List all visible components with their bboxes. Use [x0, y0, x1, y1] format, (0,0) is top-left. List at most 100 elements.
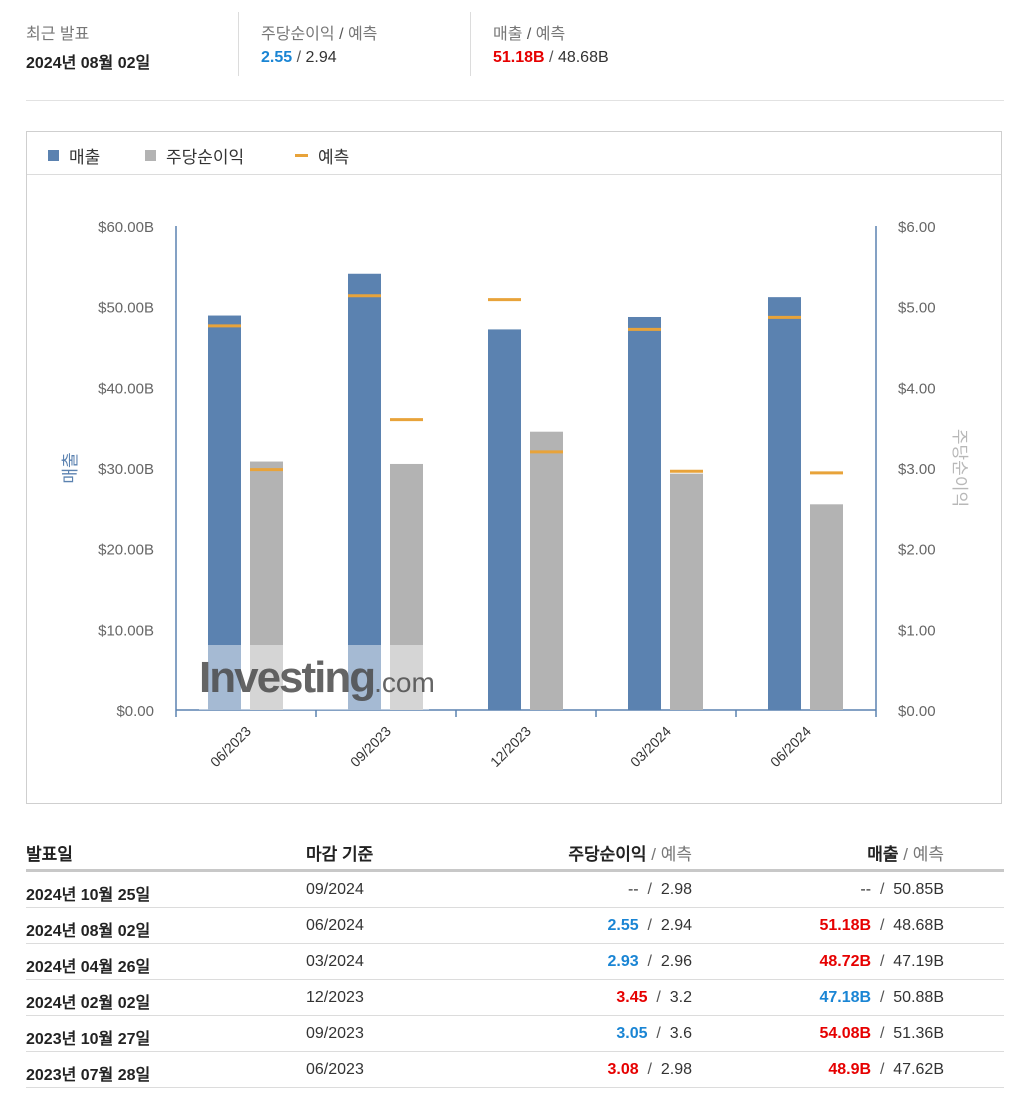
summary-divider: [238, 12, 239, 76]
eps-bar: [390, 463, 423, 710]
revenue-forecast-cell: 51.36B: [893, 1025, 944, 1042]
header-eps[interactable]: 주당순이익 / 예측: [568, 845, 692, 864]
eps-actual-cell: 2.55: [607, 917, 639, 934]
period-end-cell: 06/2023: [306, 1061, 364, 1078]
period-end-cell: 06/2024: [306, 917, 364, 934]
revenue-actual-cell: 54.08B: [819, 1025, 872, 1042]
y2-axis-title: 주당순이익: [950, 429, 969, 507]
eps-actual-value: 2.55: [261, 49, 293, 66]
revenue-actual-cell: 47.18B: [819, 989, 872, 1006]
revenue-bar: [348, 273, 381, 710]
watermark-backdrop: [199, 645, 429, 710]
y2-tick-label: $1.00: [898, 622, 936, 639]
period-end-cell: 12/2023: [306, 989, 364, 1006]
table-row: 2024년 10월 25일 09/2024 -- / 2.98 -- / 50.85B: [26, 872, 1004, 908]
header-revenue[interactable]: 매출 / 예측: [867, 845, 944, 864]
table-row: 2024년 02월 02일 12/2023 3.45 / 3.2 47.18B / 5…: [26, 980, 1004, 1016]
legend-item-forecast[interactable]: 예측: [295, 143, 349, 168]
revenue-label: 매출: [493, 26, 523, 43]
legend-item-eps[interactable]: 주당순이익: [145, 143, 244, 168]
legend-eps-swatch: [145, 150, 156, 161]
eps-forecast-cell: 2.96: [660, 953, 692, 970]
eps-cell: 3.08 / 2.98: [607, 1061, 692, 1078]
x-tick-label: 09/2023: [347, 723, 394, 770]
earnings-table: 발표일 마감 기준 주당순이익 / 예측 매출 / 예측 2024년 10월 2…: [26, 833, 1004, 1088]
eps-cell: -- / 2.98: [627, 881, 692, 898]
eps-cell: 3.05 / 3.6: [616, 1025, 692, 1042]
investing-watermark: Investing.com: [199, 653, 435, 702]
release-date-cell: 2024년 08월 02일: [26, 923, 151, 940]
y2-tick-label: $5.00: [898, 300, 936, 317]
header-revenue-forecast: 예측: [912, 845, 944, 864]
period-end-cell: 03/2024: [306, 953, 364, 970]
period-end-cell: 09/2023: [306, 1025, 364, 1042]
revenue-cell: -- / 50.85B: [860, 881, 944, 898]
earnings-chart: $0.00 $10.00B $20.00B $30.00B $40.00B $50.00B…: [26, 131, 1002, 804]
y2-tick-label: $3.00: [898, 461, 936, 478]
revenue-forecast-cell: 47.19B: [893, 953, 944, 970]
header-eps-forecast: 예측: [660, 845, 692, 864]
table-row: 2023년 07월 28일 06/2023 3.08 / 2.98 48.9B / 4…: [26, 1052, 1004, 1088]
table-row: 2024년 04월 26일 03/2024 2.93 / 2.96 48.72B / …: [26, 944, 1004, 980]
table-body: 2024년 10월 25일 09/2024 -- / 2.98 -- / 50.85B…: [26, 872, 1004, 1088]
eps-bar: [250, 461, 283, 710]
revenue-cell: 48.72B / 47.19B: [819, 953, 944, 970]
eps-cell: 2.93 / 2.96: [607, 953, 692, 970]
y-axis-title: 매출: [61, 452, 80, 483]
eps-label: 주당순이익: [261, 26, 335, 43]
revenue-cell: 47.18B / 50.88B: [819, 989, 944, 1006]
revenue-actual-cell: 51.18B: [819, 917, 872, 934]
revenue-cell: 51.18B / 48.68B: [819, 917, 944, 934]
y2-tick-label: $6.00: [898, 219, 936, 236]
eps-actual-cell: --: [627, 881, 639, 898]
chart-legend: 매출 주당순이익 예측: [27, 132, 1001, 175]
legend-revenue-label: 매출: [69, 148, 101, 167]
release-date-cell: 2024년 10월 25일: [26, 887, 151, 904]
x-tick-label: 12/2023: [487, 723, 534, 770]
header-eps-label: 주당순이익: [568, 845, 647, 864]
header-period-end[interactable]: 마감 기준: [306, 845, 374, 864]
y-tick-label: $60.00B: [98, 219, 154, 236]
eps-forecast-value: 2.94: [305, 49, 337, 66]
header-release-date[interactable]: 발표일: [26, 845, 73, 864]
eps-summary-label: 주당순이익 / 예측: [261, 26, 378, 43]
eps-forecast-cell: 2.94: [660, 917, 692, 934]
summary-divider: [470, 12, 471, 76]
revenue-summary-label: 매출 / 예측: [493, 26, 566, 43]
revenue-actual-cell: 48.9B: [828, 1061, 872, 1078]
legend-eps-label: 주당순이익: [166, 148, 245, 167]
release-date-cell: 2023년 07월 28일: [26, 1067, 151, 1084]
legend-item-revenue[interactable]: 매출: [48, 143, 100, 168]
revenue-forecast-cell: 50.85B: [893, 881, 944, 898]
y-tick-label: $20.00B: [98, 542, 154, 559]
revenue-cell: 54.08B / 51.36B: [819, 1025, 944, 1042]
eps-forecast-label: 예측: [347, 26, 378, 43]
revenue-forecast-cell: 47.62B: [893, 1061, 944, 1078]
period-end-cell: 09/2024: [306, 881, 364, 898]
revenue-cell: 48.9B / 47.62B: [828, 1061, 944, 1078]
eps-forecast-cell: 2.98: [660, 1061, 692, 1078]
eps-bar: [530, 431, 563, 710]
eps-bar: [670, 473, 703, 710]
watermark-brand: Investing: [199, 653, 374, 702]
latest-release-date: 2024년 08월 02일: [26, 55, 151, 72]
revenue-summary-values: 51.18B / 48.68B: [493, 49, 609, 66]
eps-actual-cell: 3.05: [616, 1025, 648, 1042]
y-tick-label: $0.00: [116, 703, 154, 720]
revenue-forecast-value: 48.68B: [557, 49, 609, 66]
eps-actual-cell: 3.08: [607, 1061, 639, 1078]
y-tick-label: $10.00B: [98, 622, 154, 639]
revenue-actual-cell: --: [860, 881, 872, 898]
table-header-row: 발표일 마감 기준 주당순이익 / 예측 매출 / 예측: [26, 833, 1004, 872]
revenue-forecast-label: 예측: [535, 26, 566, 43]
revenue-bar: [488, 329, 521, 710]
header-revenue-label: 매출: [867, 845, 899, 864]
release-date-cell: 2024년 04월 26일: [26, 959, 151, 976]
y-tick-label: $40.00B: [98, 380, 154, 397]
y-tick-label: $50.00B: [98, 300, 154, 317]
eps-forecast-cell: 3.2: [669, 989, 692, 1006]
watermark-suffix: .com: [374, 667, 435, 698]
revenue-summary-block: 매출 / 예측 51.18B / 48.68B: [493, 20, 609, 67]
eps-cell: 2.55 / 2.94: [607, 917, 692, 934]
x-tick-label: 06/2023: [207, 723, 254, 770]
